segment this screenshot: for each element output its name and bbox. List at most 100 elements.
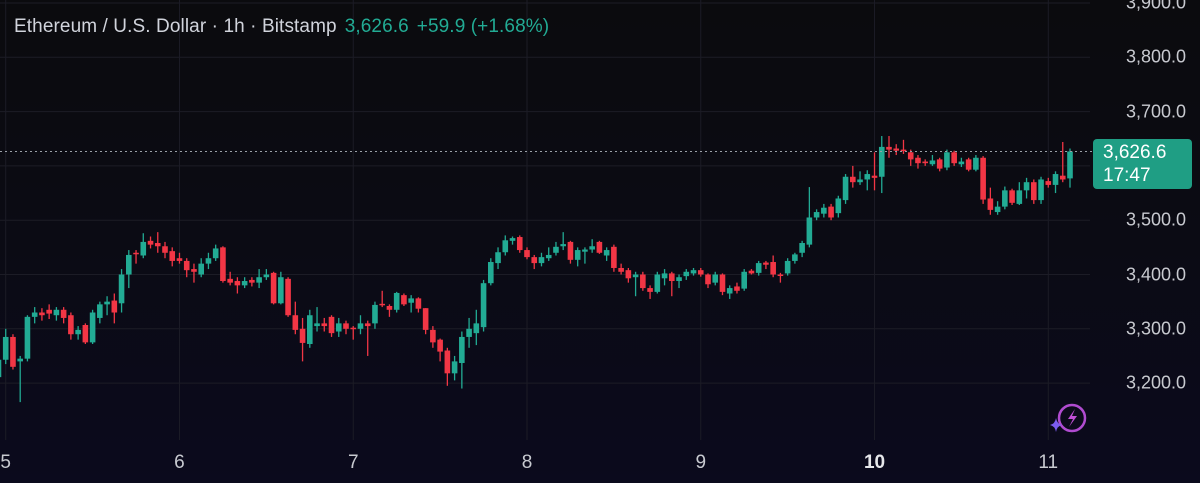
candle-body — [68, 315, 74, 335]
time-tick-label: 8 — [521, 452, 533, 473]
candle — [444, 347, 451, 386]
candle-body — [212, 248, 219, 259]
candle — [632, 271, 639, 297]
candle-body — [176, 258, 183, 261]
candle — [17, 355, 23, 403]
candle-body — [133, 252, 139, 255]
candle-body — [965, 159, 972, 170]
candle-body — [994, 206, 1001, 213]
candle — [553, 241, 559, 256]
candle — [574, 247, 581, 267]
candle-body — [466, 328, 472, 337]
candle-body — [263, 274, 270, 278]
current-price-badge: 3,626.6 17:47 — [1093, 139, 1192, 189]
candle-body — [951, 152, 957, 164]
candle — [118, 269, 125, 313]
candle-body — [647, 288, 653, 292]
candle-body — [734, 286, 740, 291]
candle — [712, 271, 719, 286]
candle — [748, 269, 755, 275]
candle — [97, 301, 103, 324]
candle — [227, 271, 233, 286]
candle — [973, 155, 979, 172]
price-tick-label: 3,900.0 — [1125, 0, 1186, 13]
candle — [719, 273, 726, 296]
candle — [1023, 177, 1030, 199]
candle — [415, 297, 422, 313]
candle-body — [183, 260, 190, 271]
price-change: +59.9 (+1.68%) — [416, 16, 550, 37]
candle — [314, 307, 320, 332]
candle — [154, 232, 161, 253]
candle — [169, 247, 176, 267]
candle-body — [813, 212, 820, 218]
candle — [75, 326, 81, 340]
candle — [147, 236, 154, 249]
candle-body — [900, 149, 907, 152]
candle — [422, 308, 429, 335]
candle — [285, 277, 291, 317]
candle — [509, 236, 516, 245]
candle-body — [770, 262, 776, 275]
candle-body — [82, 324, 89, 343]
candle — [466, 317, 472, 348]
candle — [89, 309, 96, 345]
symbol-title[interactable]: Ethereum / U.S. Dollar · 1h · Bitstamp — [14, 16, 337, 37]
candle — [343, 320, 349, 335]
grid-lines — [0, 0, 1090, 440]
time-tick-label: 7 — [347, 452, 359, 473]
candle — [379, 290, 385, 308]
candle-body — [835, 198, 842, 214]
candle — [68, 312, 74, 340]
candle — [763, 260, 769, 270]
candle — [654, 271, 661, 294]
candle — [278, 271, 284, 305]
candle — [430, 326, 436, 348]
candle — [886, 136, 892, 158]
candle-body — [683, 271, 690, 277]
candle — [669, 271, 675, 297]
candle-body — [46, 309, 52, 314]
candle — [0, 359, 2, 378]
candles — [0, 136, 1073, 403]
candle — [1067, 148, 1073, 188]
candle-body — [437, 339, 443, 352]
candle-body — [524, 250, 530, 258]
candle-body — [538, 257, 545, 264]
candle-body — [915, 157, 921, 164]
candle-body — [929, 160, 936, 165]
candle — [676, 274, 682, 289]
candle-body — [357, 323, 364, 329]
candle — [270, 271, 277, 305]
candle — [1038, 176, 1044, 204]
candle — [611, 244, 617, 272]
candle-body — [169, 251, 176, 261]
candle — [307, 309, 313, 348]
candle — [936, 157, 943, 172]
price-tick-label: 3,700.0 — [1125, 101, 1186, 122]
candle-body — [430, 329, 436, 343]
candle-body — [936, 159, 943, 169]
candle-body — [147, 240, 154, 245]
candle-body — [256, 277, 262, 283]
candle-body — [343, 323, 349, 329]
candle — [900, 139, 907, 154]
candle — [726, 285, 733, 299]
candle-body — [574, 250, 581, 260]
candle-body — [799, 243, 805, 253]
candle — [140, 233, 147, 259]
candle — [915, 155, 921, 169]
candle-body — [227, 278, 233, 283]
sparkle-lightning-icon[interactable] — [1044, 400, 1092, 440]
candle — [39, 308, 45, 321]
candle — [770, 255, 776, 278]
candle-body — [850, 176, 856, 183]
candle-body — [893, 148, 900, 151]
candle-body — [328, 316, 335, 334]
candle — [683, 269, 690, 280]
candle-body — [1009, 190, 1015, 203]
price-tick-label: 3,800.0 — [1125, 46, 1186, 67]
candle — [828, 203, 834, 221]
time-tick-label: 11 — [1038, 452, 1059, 473]
